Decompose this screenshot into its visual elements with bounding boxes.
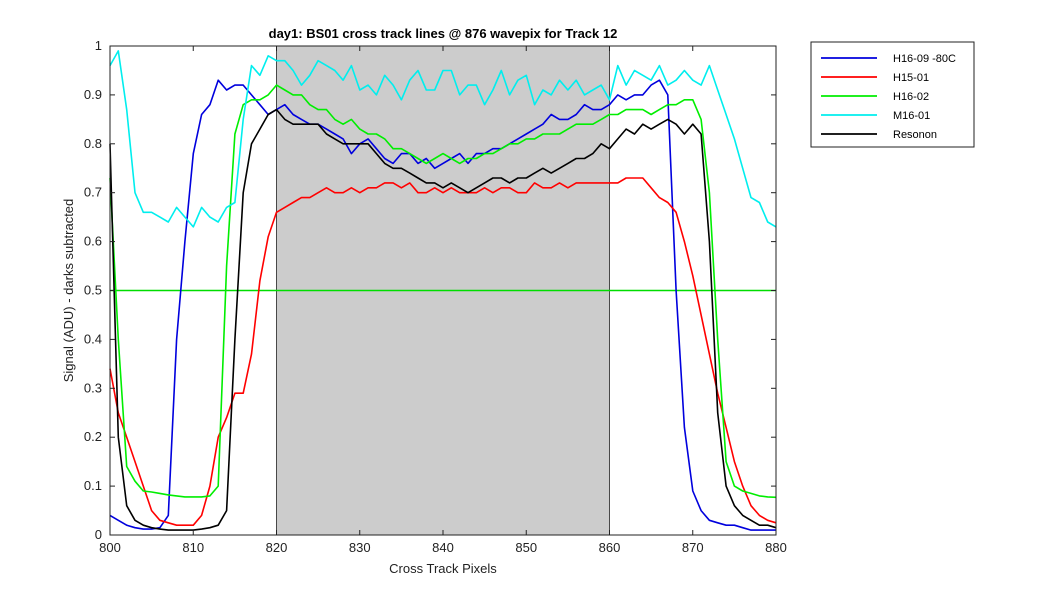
- y-tick-label: 0.6: [84, 234, 102, 249]
- series-line-4: [109, 50, 777, 228]
- y-tick-label: 0.5: [84, 283, 102, 298]
- y-tick-label: 0.4: [84, 331, 102, 346]
- y-tick-label: 0.9: [84, 87, 102, 102]
- y-axis-label: Signal (ADU) - darks subtracted: [61, 199, 76, 383]
- y-tick-label: 0.1: [84, 478, 102, 493]
- x-tick-label: 860: [599, 540, 621, 555]
- legend-label-3: H16-02: [893, 91, 929, 103]
- legend: H16-09 -80C H15-01 H16-02 M16-01 Resonon: [810, 41, 975, 148]
- series-line-1: [109, 79, 776, 531]
- y-axis: 0 0.1 0.2 0.3 0.4 0.5 0.6 0.7 0.8 0.9 1: [84, 38, 776, 542]
- x-tick-label: 850: [515, 540, 537, 555]
- series-layer: [109, 50, 777, 531]
- series-line-5: [109, 108, 777, 531]
- x-tick-label: 810: [182, 540, 204, 555]
- legend-label-2: H15-01: [893, 72, 929, 84]
- y-tick-label: 0.8: [84, 136, 102, 151]
- legend-label-1: H16-09 -80C: [893, 53, 956, 65]
- x-tick-label: 840: [432, 540, 454, 555]
- legend-label-4: M16-01: [893, 110, 930, 122]
- y-tick-label: 0.7: [84, 185, 102, 200]
- x-axis-label: Cross Track Pixels: [389, 561, 497, 576]
- x-tick-label: 870: [682, 540, 704, 555]
- legend-label-5: Resonon: [893, 129, 937, 141]
- y-tick-label: 0: [95, 527, 102, 542]
- chart-title: day1: BS01 cross track lines @ 876 wavep…: [269, 26, 618, 41]
- y-tick-label: 0.2: [84, 429, 102, 444]
- x-tick-label: 800: [99, 540, 121, 555]
- x-tick-label: 880: [765, 540, 787, 555]
- y-tick-label: 0.3: [84, 380, 102, 395]
- series-line-3: [109, 84, 777, 499]
- x-tick-label: 820: [266, 540, 288, 555]
- x-tick-label: 830: [349, 540, 371, 555]
- legend-box: [810, 41, 975, 148]
- y-tick-label: 1: [95, 38, 102, 53]
- x-axis: 800 810 820 830 840 850 860 870 880: [99, 46, 787, 555]
